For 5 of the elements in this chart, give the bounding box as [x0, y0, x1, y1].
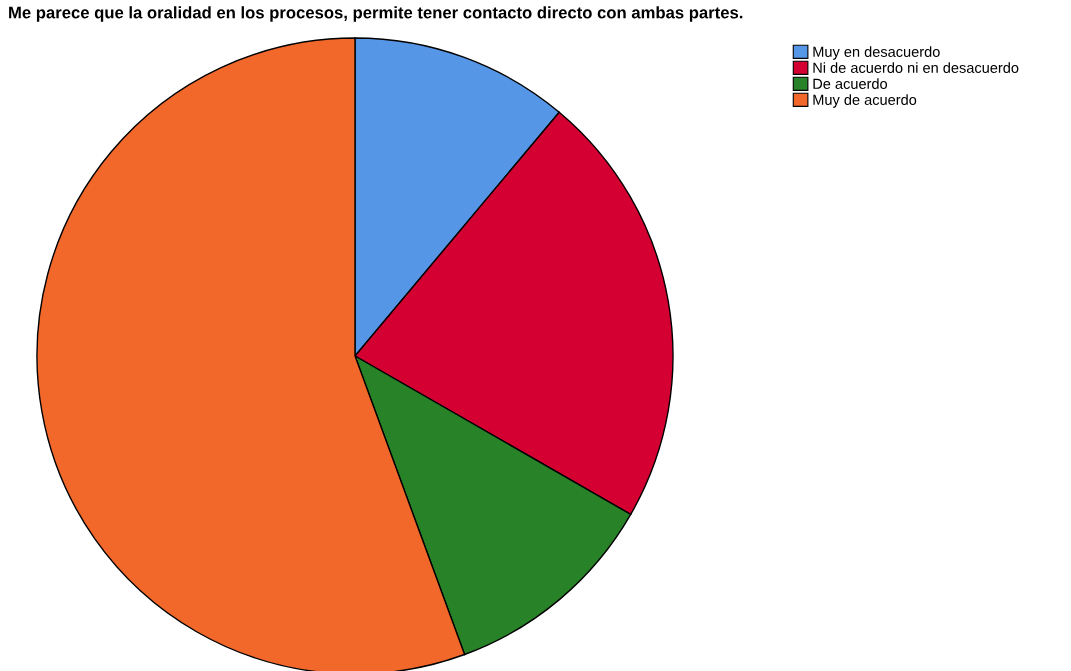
legend-label: De acuerdo — [813, 78, 888, 89]
chart-title: Me parece que la oralidad en los procesos, permite tener contacto directo con ambas partes. — [9, 6, 743, 22]
legend-label: Muy de acuerdo — [813, 94, 917, 108]
legend-label: Muy en desacuerdo — [813, 46, 940, 60]
legend-label: Ni de acuerdo ni en desacuerdo — [813, 62, 1019, 73]
